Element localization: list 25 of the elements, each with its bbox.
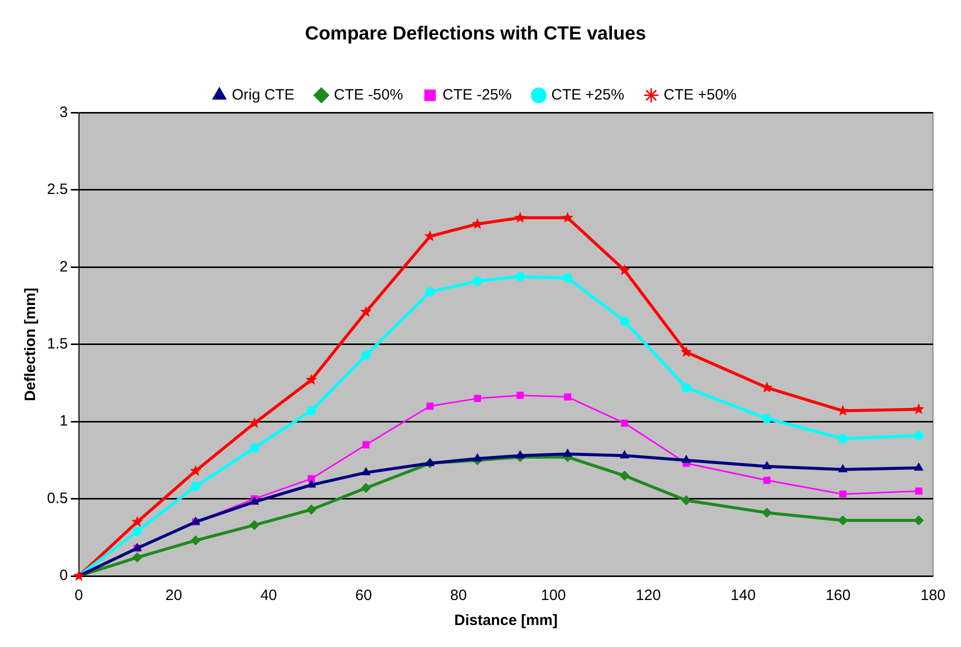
x-tick-label: 120 xyxy=(636,587,661,604)
y-tick-label: 0 xyxy=(60,567,68,584)
x-tick-label: 80 xyxy=(450,587,467,604)
legend-label: CTE -25% xyxy=(442,86,512,104)
legend-label: CTE +25% xyxy=(551,86,624,104)
x-tick-label: 60 xyxy=(355,587,372,604)
x-tick-label: 0 xyxy=(74,587,84,604)
y-tick-label: 2 xyxy=(60,258,68,276)
x-tick-label: 140 xyxy=(730,587,756,604)
x-tick-label: 160 xyxy=(826,587,851,604)
legend-label: CTE +50% xyxy=(664,86,737,104)
y-tick-label: 1 xyxy=(60,412,68,430)
y-tick-label: 0.5 xyxy=(46,490,68,507)
x-tick-label: 100 xyxy=(540,587,566,604)
y-tick-label: 2.5 xyxy=(46,181,68,198)
y-axis-title: Deflection [mm] xyxy=(22,288,40,402)
chart-title: Compare Deflections with CTE values xyxy=(304,24,646,45)
x-tick-label: 40 xyxy=(260,587,278,604)
x-tick-label: 180 xyxy=(920,587,946,604)
y-tick-label: 3 xyxy=(60,104,68,121)
legend-label: Orig CTE xyxy=(232,86,294,104)
x-tick-label: 20 xyxy=(165,587,182,604)
y-tick-label: 1.5 xyxy=(46,336,68,353)
legend-label: CTE -50% xyxy=(334,86,404,104)
x-axis-title: Distance [mm] xyxy=(454,612,558,630)
